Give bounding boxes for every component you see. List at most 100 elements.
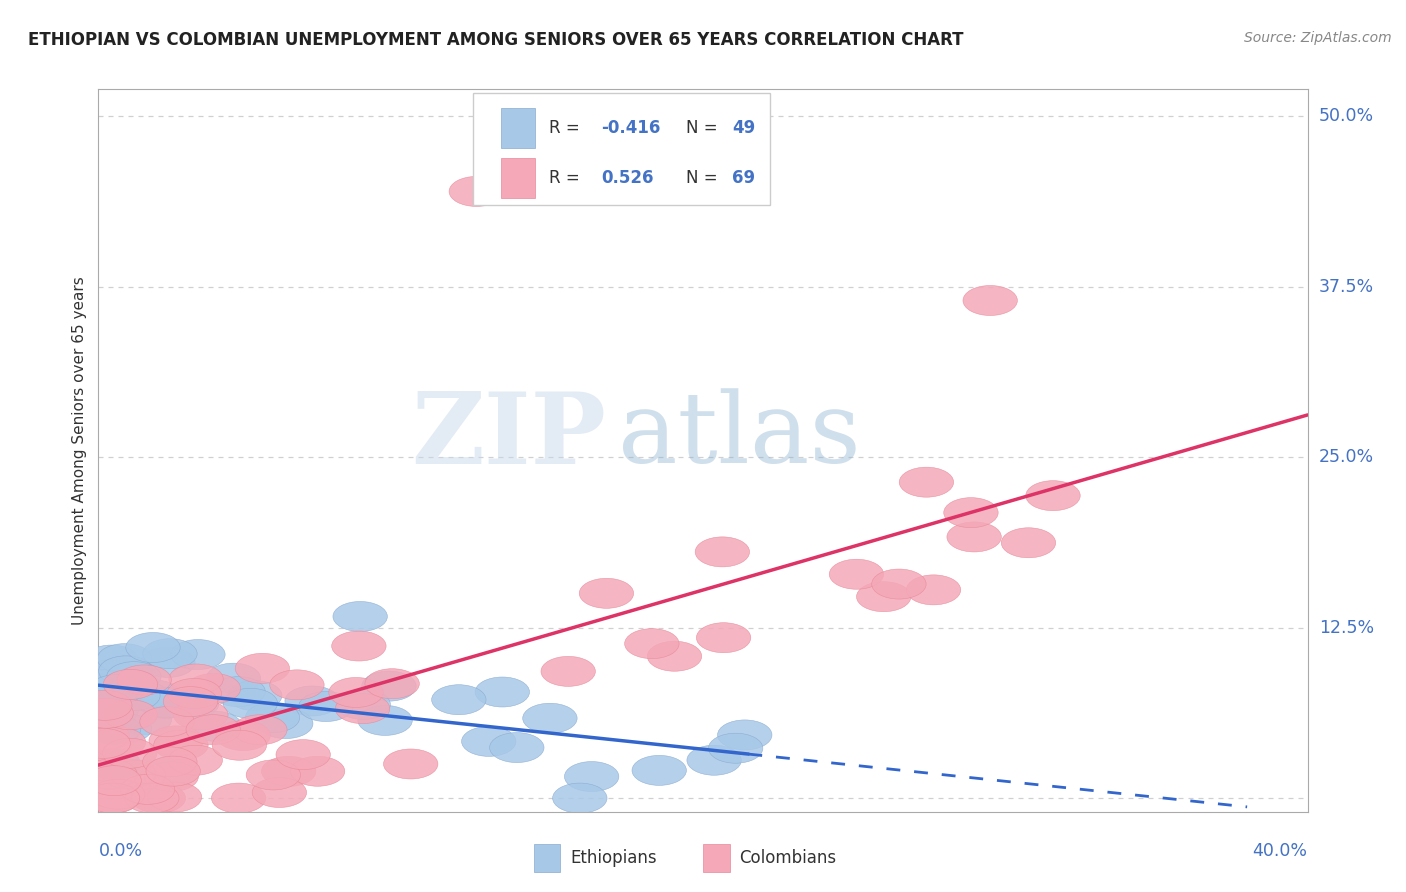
Ellipse shape xyxy=(111,760,166,790)
FancyBboxPatch shape xyxy=(474,93,769,205)
Ellipse shape xyxy=(84,645,138,675)
Ellipse shape xyxy=(856,582,911,612)
Text: 50.0%: 50.0% xyxy=(1319,107,1374,126)
Ellipse shape xyxy=(631,756,686,785)
Ellipse shape xyxy=(329,677,384,707)
Ellipse shape xyxy=(143,639,197,669)
Ellipse shape xyxy=(336,694,389,723)
Ellipse shape xyxy=(245,703,299,732)
Ellipse shape xyxy=(276,739,330,770)
Ellipse shape xyxy=(384,749,437,779)
Ellipse shape xyxy=(332,631,387,661)
Ellipse shape xyxy=(125,632,180,663)
Ellipse shape xyxy=(97,714,152,743)
Ellipse shape xyxy=(91,727,146,757)
Ellipse shape xyxy=(90,780,145,809)
Text: Ethiopians: Ethiopians xyxy=(569,849,657,867)
Ellipse shape xyxy=(75,721,129,750)
Ellipse shape xyxy=(105,681,160,711)
Text: 49: 49 xyxy=(733,119,755,136)
Ellipse shape xyxy=(361,671,416,701)
Ellipse shape xyxy=(541,657,595,686)
Ellipse shape xyxy=(163,687,218,716)
Ellipse shape xyxy=(76,750,131,780)
Ellipse shape xyxy=(259,708,314,739)
Text: 69: 69 xyxy=(733,169,755,187)
Text: 0.0%: 0.0% xyxy=(98,842,142,860)
Ellipse shape xyxy=(709,733,763,764)
Text: 0.526: 0.526 xyxy=(602,169,654,187)
Ellipse shape xyxy=(103,699,157,730)
Ellipse shape xyxy=(696,623,751,653)
Text: N =: N = xyxy=(686,169,723,187)
Ellipse shape xyxy=(121,774,174,805)
Ellipse shape xyxy=(366,669,419,698)
Ellipse shape xyxy=(153,730,208,760)
Ellipse shape xyxy=(333,601,387,632)
Ellipse shape xyxy=(564,762,619,791)
FancyBboxPatch shape xyxy=(501,108,534,148)
FancyBboxPatch shape xyxy=(703,844,730,871)
Ellipse shape xyxy=(579,578,634,608)
Ellipse shape xyxy=(87,749,141,779)
Text: N =: N = xyxy=(686,119,723,136)
Ellipse shape xyxy=(228,681,283,711)
Text: Source: ZipAtlas.com: Source: ZipAtlas.com xyxy=(1244,31,1392,45)
FancyBboxPatch shape xyxy=(501,158,534,198)
Ellipse shape xyxy=(117,705,172,734)
Ellipse shape xyxy=(142,747,197,777)
Text: R =: R = xyxy=(550,119,585,136)
Ellipse shape xyxy=(207,663,260,693)
Ellipse shape xyxy=(125,783,179,814)
Ellipse shape xyxy=(186,673,240,704)
Ellipse shape xyxy=(97,644,152,673)
Ellipse shape xyxy=(167,679,222,708)
Ellipse shape xyxy=(900,467,953,497)
Ellipse shape xyxy=(461,726,516,756)
Ellipse shape xyxy=(86,714,141,744)
Ellipse shape xyxy=(79,698,134,728)
Text: atlas: atlas xyxy=(619,388,860,483)
Ellipse shape xyxy=(169,664,224,694)
Ellipse shape xyxy=(103,669,157,699)
Ellipse shape xyxy=(187,711,242,741)
Text: 40.0%: 40.0% xyxy=(1253,842,1308,860)
Ellipse shape xyxy=(553,783,607,814)
Ellipse shape xyxy=(146,756,201,786)
Ellipse shape xyxy=(943,498,998,528)
Ellipse shape xyxy=(77,732,132,763)
Ellipse shape xyxy=(211,783,266,814)
Y-axis label: Unemployment Among Seniors over 65 years: Unemployment Among Seniors over 65 years xyxy=(72,277,87,624)
Ellipse shape xyxy=(235,653,290,683)
Ellipse shape xyxy=(89,682,142,713)
Ellipse shape xyxy=(695,537,749,567)
Ellipse shape xyxy=(77,731,131,761)
Ellipse shape xyxy=(224,689,277,718)
Ellipse shape xyxy=(103,739,157,768)
Ellipse shape xyxy=(89,674,143,705)
Ellipse shape xyxy=(489,732,544,763)
Ellipse shape xyxy=(84,696,138,726)
Ellipse shape xyxy=(143,762,198,791)
Ellipse shape xyxy=(107,662,162,691)
Ellipse shape xyxy=(252,778,307,807)
Ellipse shape xyxy=(232,714,287,745)
Ellipse shape xyxy=(359,706,412,735)
Ellipse shape xyxy=(285,686,339,716)
Ellipse shape xyxy=(139,689,194,718)
Ellipse shape xyxy=(141,688,194,717)
Ellipse shape xyxy=(98,656,153,686)
Ellipse shape xyxy=(907,574,960,605)
Ellipse shape xyxy=(101,759,156,789)
Ellipse shape xyxy=(114,681,169,711)
Text: -0.416: -0.416 xyxy=(602,119,661,136)
Ellipse shape xyxy=(75,670,129,700)
Ellipse shape xyxy=(1001,528,1056,558)
Ellipse shape xyxy=(946,522,1001,552)
Text: ETHIOPIAN VS COLOMBIAN UNEMPLOYMENT AMONG SENIORS OVER 65 YEARS CORRELATION CHAR: ETHIOPIAN VS COLOMBIAN UNEMPLOYMENT AMON… xyxy=(28,31,963,49)
Text: ZIP: ZIP xyxy=(412,387,606,484)
Ellipse shape xyxy=(830,559,883,590)
Ellipse shape xyxy=(87,765,142,796)
Ellipse shape xyxy=(647,641,702,672)
Ellipse shape xyxy=(141,648,195,677)
